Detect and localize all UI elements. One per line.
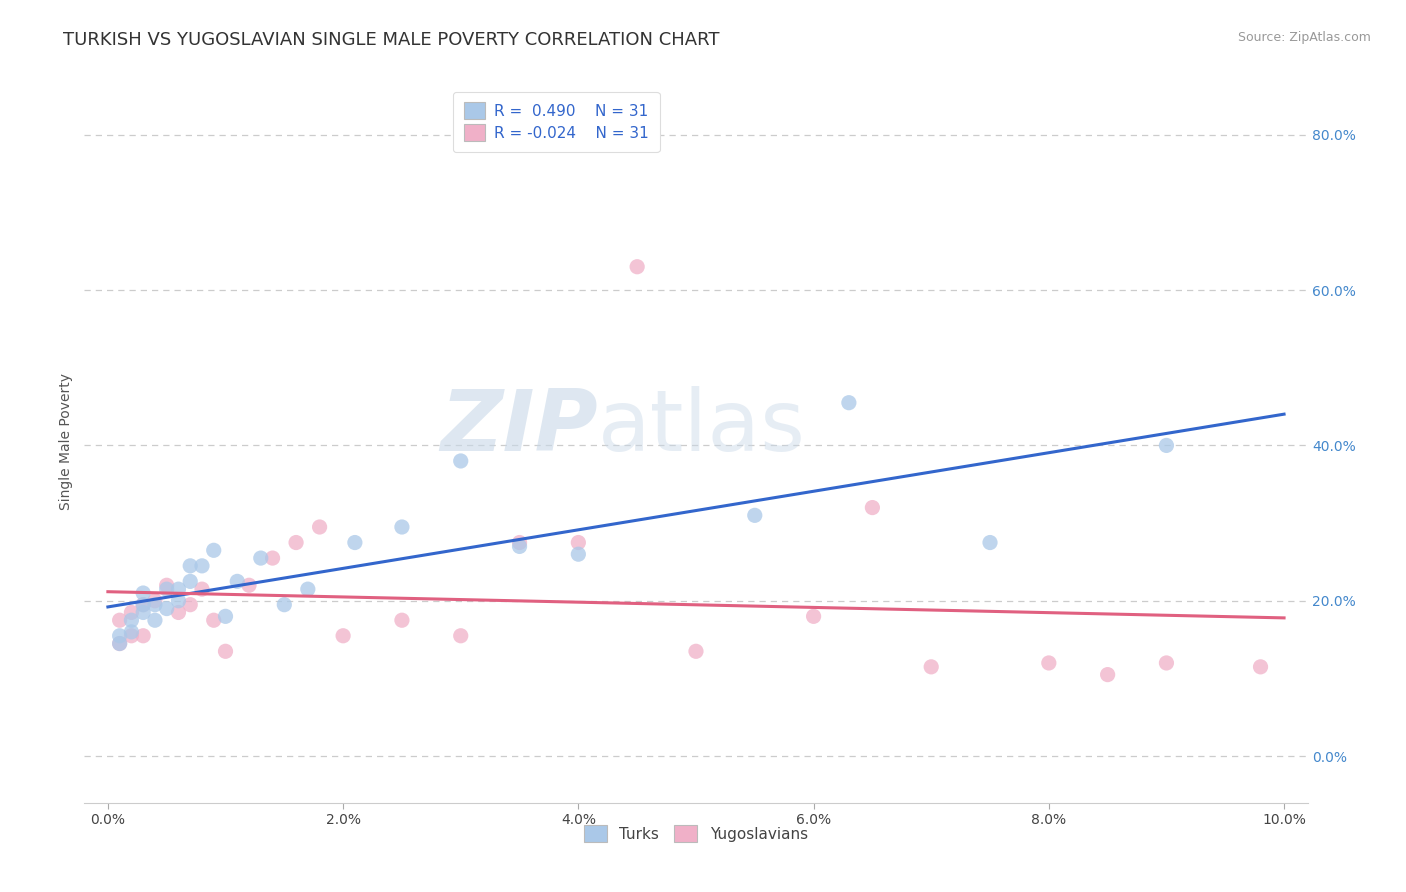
Point [744,508,766,523]
Point [108,629,131,643]
Point [332,629,354,643]
Point [179,574,201,589]
Point [132,598,155,612]
Point [1250,660,1272,674]
Point [156,578,179,592]
Point [450,454,472,468]
Point [214,609,236,624]
Point [238,578,260,592]
Point [273,598,295,612]
Point [202,543,225,558]
Point [167,582,190,596]
Y-axis label: Single Male Poverty: Single Male Poverty [59,373,73,510]
Point [120,624,142,639]
Point [108,636,131,650]
Point [226,574,249,589]
Point [1156,656,1178,670]
Point [132,598,155,612]
Point [191,558,214,573]
Text: TURKISH VS YUGOSLAVIAN SINGLE MALE POVERTY CORRELATION CHART: TURKISH VS YUGOSLAVIAN SINGLE MALE POVER… [63,31,720,49]
Point [803,609,825,624]
Legend: Turks, Yugoslavians: Turks, Yugoslavians [576,817,815,849]
Point [979,535,1001,549]
Point [191,582,214,596]
Point [132,586,155,600]
Point [156,601,179,615]
Point [838,395,860,409]
Point [509,535,531,549]
Point [509,540,531,554]
Point [132,606,155,620]
Point [860,500,883,515]
Point [391,520,413,534]
Point [285,535,308,549]
Point [120,629,142,643]
Point [308,520,330,534]
Point [132,629,155,643]
Point [167,606,190,620]
Text: atlas: atlas [598,385,806,468]
Point [108,636,131,650]
Point [450,629,472,643]
Point [179,598,201,612]
Point [1156,438,1178,452]
Point [214,644,236,658]
Point [685,644,707,658]
Point [120,606,142,620]
Point [297,582,319,596]
Point [143,598,166,612]
Text: Source: ZipAtlas.com: Source: ZipAtlas.com [1237,31,1371,45]
Text: ZIP: ZIP [440,385,598,468]
Point [179,558,201,573]
Point [343,535,366,549]
Point [920,660,942,674]
Point [202,613,225,627]
Point [391,613,413,627]
Point [567,547,589,561]
Point [262,551,284,566]
Point [567,535,589,549]
Point [1097,667,1119,681]
Point [156,582,179,596]
Point [167,594,190,608]
Point [249,551,271,566]
Point [1038,656,1060,670]
Point [143,594,166,608]
Point [626,260,648,274]
Point [108,613,131,627]
Point [143,613,166,627]
Point [120,613,142,627]
